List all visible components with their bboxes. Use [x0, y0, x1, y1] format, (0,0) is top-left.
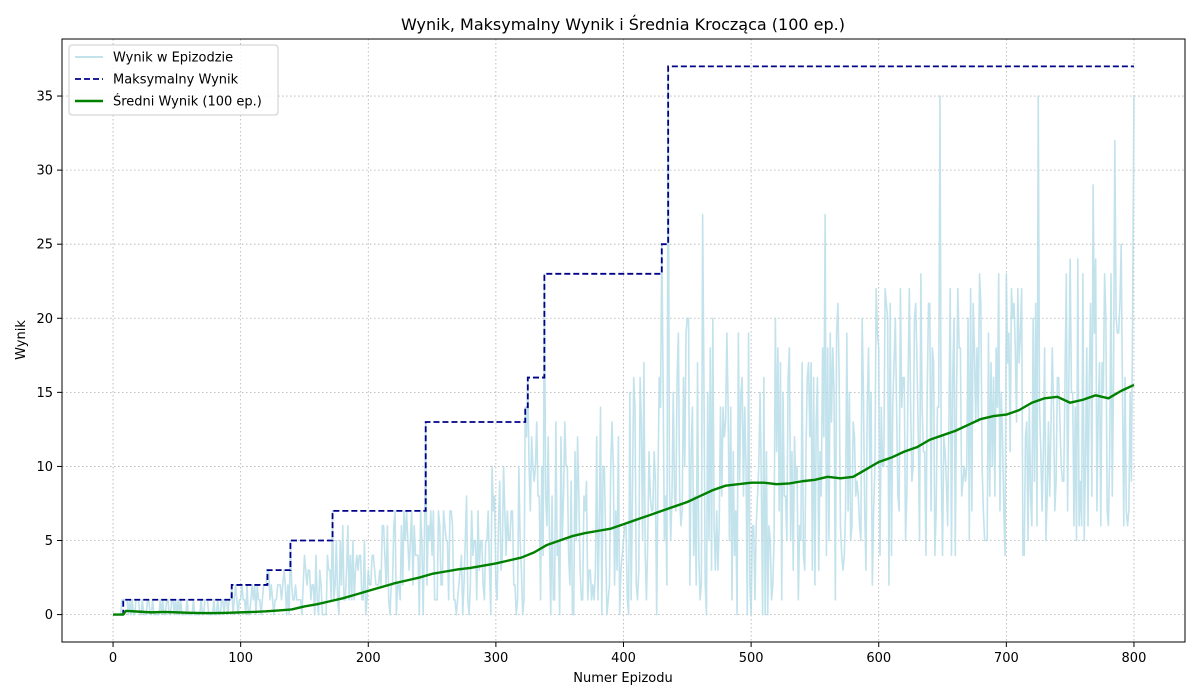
y-tick-label: 10: [36, 460, 53, 475]
x-tick-label: 100: [228, 651, 253, 666]
legend-max-score-label: Maksymalny Wynik: [113, 73, 239, 88]
x-tick-label: 300: [483, 651, 508, 666]
x-axis-label: Numer Epizodu: [573, 671, 672, 686]
series-moving-average-line: [113, 383, 1135, 616]
y-tick-label: 5: [45, 534, 53, 549]
legend: Wynik w Epizodzie Maksymalny Wynik Średni …: [68, 44, 279, 116]
x-axis: 0 100 200 300 400 500 600 700 800: [109, 642, 1146, 666]
grid: [62, 39, 1185, 642]
y-axis: 0 5 10 15 20 25 30 35: [36, 90, 62, 623]
chart-title: Wynik, Maksymalny Wynik i Średnia Kroczą…: [401, 15, 845, 34]
x-tick-label: 400: [611, 651, 636, 666]
y-tick-label: 25: [36, 238, 53, 253]
y-tick-label: 30: [36, 164, 53, 179]
series-layer: [113, 65, 1135, 616]
legend-episode-score-label: Wynik w Epizodzie: [113, 51, 233, 66]
y-tick-label: 15: [36, 386, 53, 401]
x-tick-label: 800: [1122, 651, 1147, 666]
series-max-score-line: [113, 65, 1134, 616]
x-tick-label: 200: [356, 651, 381, 666]
x-tick-label: 0: [109, 651, 117, 666]
y-axis-label: Wynik: [14, 320, 29, 360]
x-tick-label: 700: [994, 651, 1019, 666]
y-tick-label: 0: [45, 608, 53, 623]
legend-box: [68, 44, 279, 116]
legend-moving-average-label: Średni Wynik (100 ep.): [113, 94, 262, 110]
x-tick-label: 600: [866, 651, 891, 666]
x-tick-label: 500: [739, 651, 764, 666]
y-tick-label: 20: [36, 312, 53, 327]
series-episode-score-line: [113, 65, 1135, 616]
y-tick-label: 35: [36, 90, 53, 105]
